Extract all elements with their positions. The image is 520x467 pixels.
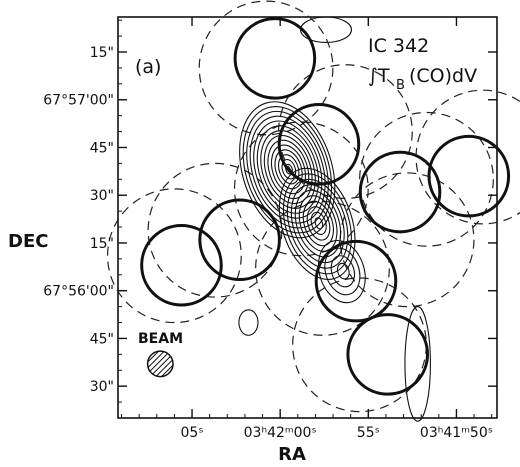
- contour-level: [286, 178, 349, 269]
- dashed-circle: [198, 0, 334, 136]
- quantity-rest: (CO)dV: [409, 65, 477, 87]
- dashed-circle: [147, 162, 283, 298]
- beam-circle: [146, 350, 174, 378]
- contour-level: [281, 158, 297, 180]
- contour-level: [282, 173, 352, 275]
- y-tick-label: 30": [90, 188, 114, 204]
- contour-level: [274, 149, 303, 190]
- y-tick-label: 45": [90, 331, 114, 347]
- beam-label: BEAM: [138, 331, 183, 347]
- y-tick-label: 15": [90, 45, 114, 61]
- plot-border: [117, 16, 498, 419]
- quantity-integral: ∫T: [368, 65, 390, 87]
- contour-level: [294, 189, 342, 258]
- y-tick-label: 30": [90, 379, 114, 395]
- contour-level: [314, 217, 324, 230]
- contour-level: [298, 195, 338, 252]
- y-tick-label: 45": [90, 140, 114, 156]
- x-tick-label: 05ˢ: [181, 425, 204, 441]
- contour-level: [336, 262, 350, 280]
- dashed-circle: [233, 121, 369, 257]
- dashed-circle: [277, 64, 413, 200]
- solid-circle: [140, 223, 223, 307]
- contour-level: [256, 125, 320, 214]
- dashed-circle: [106, 188, 242, 324]
- solid-circle: [358, 150, 442, 234]
- contour-level: [290, 184, 345, 264]
- contour-level: [306, 206, 331, 241]
- solid-circle: [346, 313, 429, 396]
- contour-level: [330, 255, 356, 288]
- contour-outer: [238, 309, 259, 336]
- object-name: IC 342: [368, 35, 429, 57]
- x-tick-label: 03ʰ41ᵐ50ˢ: [420, 425, 493, 441]
- contour-level: [310, 211, 327, 236]
- dashed-circle: [359, 111, 494, 247]
- y-tick-label: 67°57'00": [43, 93, 114, 109]
- y-axis-title: DEC: [8, 231, 48, 252]
- solid-circle: [198, 198, 281, 282]
- contour-outer: [404, 306, 431, 422]
- y-tick-label: 67°56'00": [43, 284, 114, 300]
- contour-level: [263, 134, 313, 205]
- co-intensity-contours: [238, 16, 431, 422]
- dashed-circle: [255, 200, 390, 336]
- beam-marker: [146, 350, 174, 378]
- y-tick-label: 15": [90, 236, 114, 252]
- solid-pointing-circles: [140, 17, 511, 396]
- solid-circle: [233, 17, 317, 100]
- contour-level: [317, 240, 366, 304]
- contour-level: [249, 115, 326, 224]
- dashed-circle: [339, 172, 475, 308]
- contour-level: [242, 106, 333, 234]
- contour-level: [277, 154, 300, 185]
- x-axis-title: RA: [278, 444, 306, 465]
- contour-level: [278, 167, 356, 280]
- solid-circle: [277, 103, 361, 186]
- solid-circle: [427, 134, 511, 218]
- quantity-subscript: B: [396, 78, 405, 93]
- solid-circle: [314, 239, 398, 323]
- contour-level: [324, 247, 361, 296]
- plot-frame: [117, 16, 498, 419]
- x-tick-label: 55ˢ: [357, 425, 380, 441]
- panel-label: (a): [135, 56, 161, 78]
- x-tick-label: 03ʰ42ᵐ00ˢ: [244, 425, 317, 441]
- contour-level: [246, 110, 329, 229]
- axis-ticks: 15" 67°57'00" 45" 30" 15" 67°56'00" 45" 30" 05ˢ 0…: [43, 17, 497, 441]
